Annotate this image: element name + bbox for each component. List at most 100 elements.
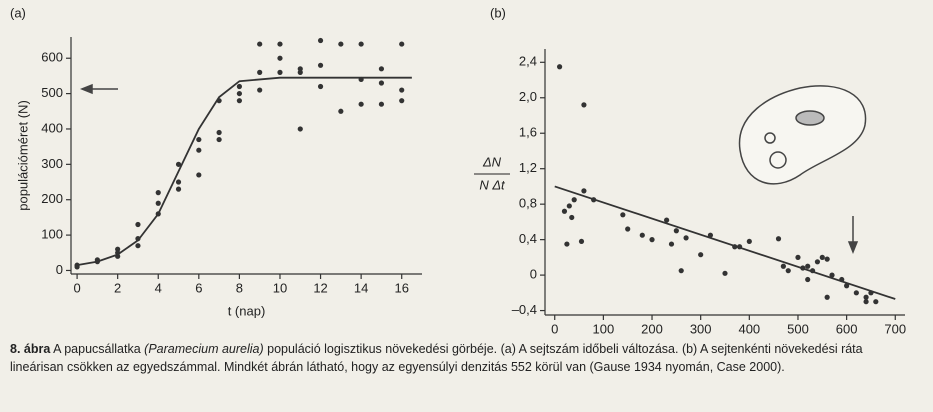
x-tick-label: 10 bbox=[273, 280, 287, 295]
data-point bbox=[780, 263, 786, 269]
x-tick-label: 100 bbox=[593, 321, 615, 336]
data-point bbox=[399, 41, 405, 47]
figure: 0 2 4 6 8 10 12 14 16 0 100 200 300 400 500 600 (a) t (na… bbox=[10, 5, 906, 336]
x-tick-label: 8 bbox=[236, 280, 243, 295]
x-tick-label: 14 bbox=[354, 280, 368, 295]
y-tick-label: 1,2 bbox=[519, 160, 537, 175]
data-point bbox=[625, 226, 631, 232]
data-point bbox=[795, 254, 801, 260]
data-point bbox=[135, 221, 141, 228]
y-tick-label: 2,0 bbox=[519, 89, 537, 104]
y-tick-label: 100 bbox=[41, 227, 63, 242]
data-point bbox=[844, 283, 850, 289]
data-point bbox=[257, 41, 263, 47]
data-point bbox=[338, 108, 344, 114]
x-tick-label: 2 bbox=[114, 280, 121, 295]
data-point bbox=[819, 254, 825, 260]
data-point bbox=[378, 101, 385, 107]
data-point bbox=[175, 161, 182, 167]
data-point bbox=[805, 276, 811, 283]
data-point bbox=[683, 235, 689, 241]
data-point bbox=[317, 62, 324, 68]
data-point bbox=[824, 256, 830, 262]
data-point bbox=[571, 197, 577, 203]
data-point bbox=[216, 136, 222, 143]
y-tick-label: 400 bbox=[41, 120, 63, 135]
caption-label: 8. ábra bbox=[10, 342, 51, 356]
y-tick-label: 0 bbox=[530, 267, 537, 282]
data-point bbox=[378, 66, 385, 72]
x-axis-label: t (nap) bbox=[228, 303, 266, 318]
data-point bbox=[746, 238, 752, 245]
data-point bbox=[277, 41, 283, 47]
data-point bbox=[581, 102, 587, 108]
data-point bbox=[863, 294, 869, 300]
y-axis-label: populációméret (N) bbox=[15, 100, 30, 211]
data-point bbox=[399, 87, 405, 93]
data-point bbox=[707, 232, 714, 238]
data-point bbox=[135, 243, 141, 249]
panel-label: (a) bbox=[10, 5, 26, 20]
y-tick-label: 0,4 bbox=[519, 231, 537, 246]
data-point bbox=[853, 290, 859, 296]
x-tick-label: 4 bbox=[155, 280, 162, 295]
y-tick-label: 0,8 bbox=[519, 196, 537, 211]
data-point bbox=[564, 241, 570, 247]
data-point bbox=[399, 98, 405, 104]
x-tick-label: 200 bbox=[641, 321, 663, 336]
data-point bbox=[566, 203, 572, 209]
data-point bbox=[805, 263, 811, 269]
data-point bbox=[378, 80, 385, 86]
x-tick-label: 400 bbox=[738, 321, 760, 336]
data-point bbox=[236, 83, 242, 90]
data-point bbox=[175, 179, 182, 185]
y-tick-label: 1,6 bbox=[519, 125, 537, 140]
data-point bbox=[578, 238, 585, 245]
data-point bbox=[155, 200, 161, 206]
x-tick-label: 16 bbox=[394, 280, 408, 295]
caption-text: populáció logisztikus növekedési görbéje… bbox=[10, 342, 863, 374]
y-tick-label: 300 bbox=[41, 156, 63, 171]
data-point bbox=[297, 126, 303, 132]
data-point bbox=[673, 228, 679, 234]
data-point bbox=[649, 237, 655, 243]
y-tick-label: 600 bbox=[41, 50, 63, 65]
fit-line bbox=[554, 185, 896, 300]
y-tick-label: 0 bbox=[56, 262, 63, 277]
data-point bbox=[581, 188, 587, 194]
data-point bbox=[196, 172, 202, 178]
data-point bbox=[196, 147, 202, 153]
y-tick-label: –0,4 bbox=[512, 302, 537, 317]
data-point bbox=[277, 55, 283, 61]
data-point bbox=[277, 69, 283, 75]
x-tick-label: 6 bbox=[195, 280, 202, 295]
x-tick-label: 600 bbox=[836, 321, 858, 336]
x-tick-label: 700 bbox=[884, 321, 906, 336]
fit-line bbox=[76, 76, 412, 267]
data-point bbox=[668, 241, 675, 247]
data-point bbox=[873, 299, 879, 305]
data-point bbox=[785, 268, 791, 274]
data-point bbox=[236, 98, 242, 104]
y-tick-label: 200 bbox=[41, 191, 63, 206]
x-tick-label: 0 bbox=[551, 321, 558, 336]
data-point bbox=[175, 186, 182, 192]
paramecium-icon bbox=[738, 85, 867, 185]
caption-text: A papucsállatka bbox=[53, 342, 141, 356]
data-point bbox=[317, 37, 324, 44]
caption: 8. ábra A papucsállatka (Paramecium aure… bbox=[10, 340, 910, 376]
data-point bbox=[814, 259, 821, 265]
data-point bbox=[155, 190, 161, 196]
data-point bbox=[338, 41, 344, 47]
y-axis-label: ΔN bbox=[482, 154, 502, 169]
data-point bbox=[561, 208, 568, 214]
data-point bbox=[196, 136, 202, 143]
x-tick-label: 500 bbox=[787, 321, 809, 336]
data-point bbox=[297, 69, 303, 75]
x-tick-label: 0 bbox=[73, 280, 80, 295]
data-point bbox=[257, 87, 263, 93]
data-point bbox=[236, 90, 242, 97]
y-tick-label: 500 bbox=[41, 85, 63, 100]
data-point bbox=[257, 69, 263, 75]
